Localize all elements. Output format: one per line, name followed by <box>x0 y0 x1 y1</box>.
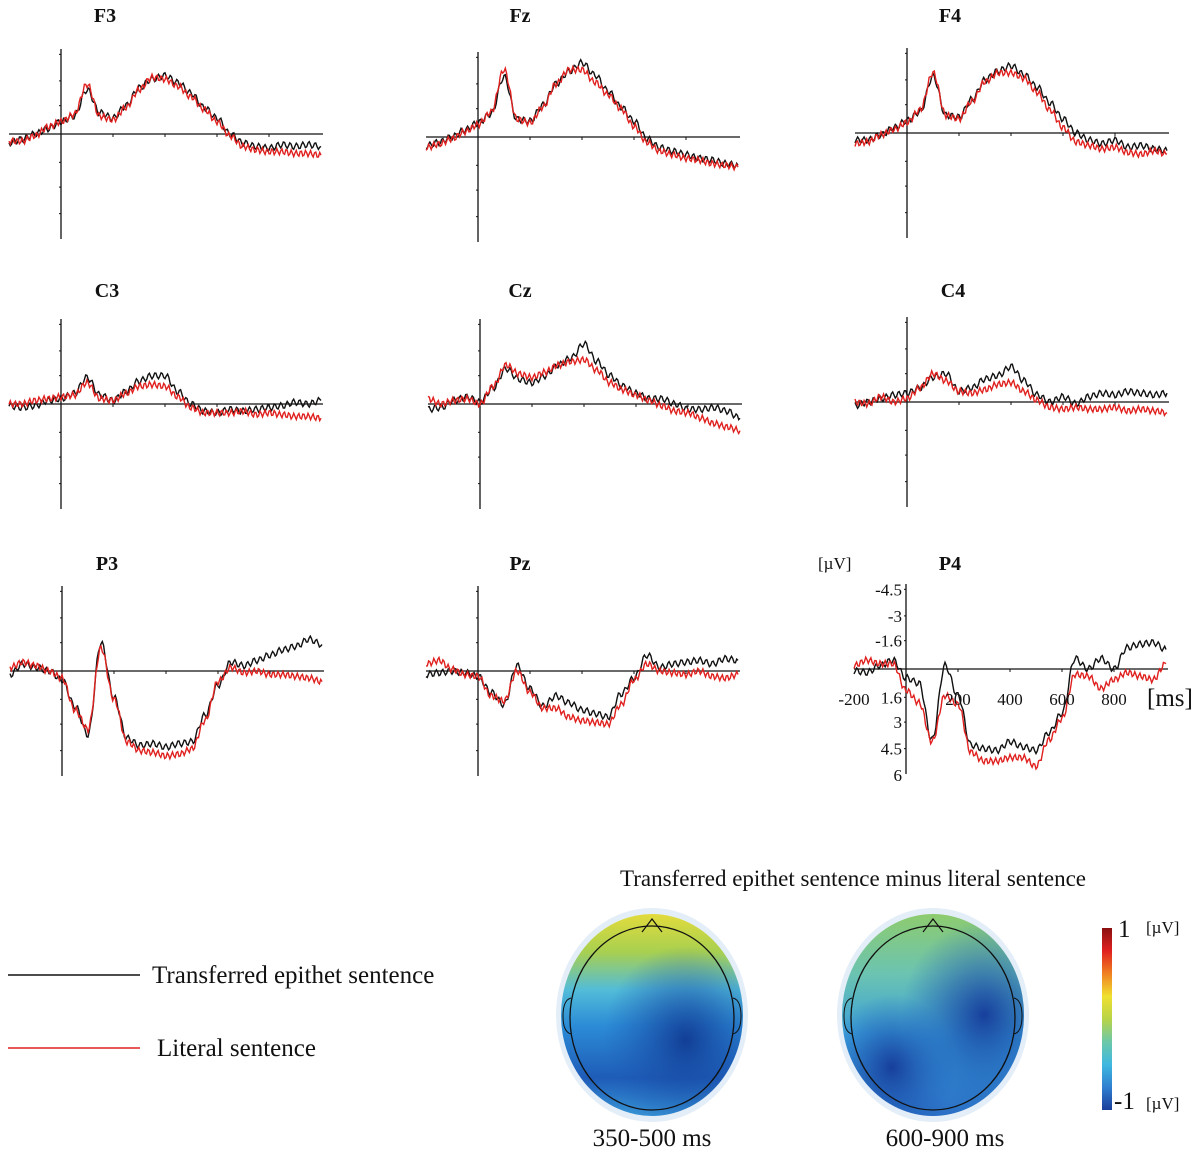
series-line-literal <box>425 64 739 172</box>
colorbar-gradient <box>1102 928 1112 1110</box>
series-line-transferred <box>425 651 739 721</box>
panel-title: Fz <box>509 5 530 27</box>
p4-tick-labels: -4.5 -3 -1.6 1.6 3 4.5 6 -200 200 400 600 800 <box>838 580 1126 785</box>
series-line-transferred <box>854 363 1168 410</box>
x-unit-label: [ms] <box>1147 685 1193 712</box>
y-unit-label: [µV] <box>818 554 851 573</box>
topomap-600-900: 600-900 ms <box>837 908 1029 1152</box>
legend-label-literal: Literal sentence <box>157 1035 316 1062</box>
y-tick-label: -3 <box>888 607 902 626</box>
legend: Transferred epithet sentence Literal sen… <box>8 962 434 1062</box>
panel-c3: C3 <box>8 280 323 509</box>
panel-cz: Cz <box>427 280 742 509</box>
panel-title: F4 <box>939 5 961 27</box>
series-line-transferred <box>853 639 1167 756</box>
panel-title: Cz <box>508 280 531 302</box>
x-tick-label: 400 <box>997 690 1023 709</box>
erp-panels: F3 Fz F4 C3 Cz C4 P3 Pz P4 <box>8 5 1169 776</box>
y-tick-label: 1.6 <box>881 688 902 707</box>
series-line-literal <box>853 655 1167 771</box>
legend-label-transferred: Transferred epithet sentence <box>152 962 434 989</box>
panel-title: F3 <box>94 5 116 27</box>
panel-title: P4 <box>939 553 961 575</box>
series-line-transferred <box>8 371 322 417</box>
series-line-transferred <box>8 71 322 152</box>
series-line-literal <box>425 655 739 729</box>
y-tick-label: 6 <box>894 766 903 785</box>
panel-fz: Fz <box>425 5 740 242</box>
panel-p3: P3 <box>9 553 324 776</box>
series-line-transferred <box>425 58 739 170</box>
series-line-literal <box>427 355 741 436</box>
colorbar-unit-top: [µV] <box>1146 918 1179 937</box>
panel-title: C4 <box>941 280 965 302</box>
x-tick-label: 200 <box>945 690 971 709</box>
x-tick-label: 800 <box>1101 690 1127 709</box>
series-line-literal <box>854 368 1168 418</box>
colorbar: 1 [µV] -1 [µV] <box>1102 916 1179 1115</box>
colorbar-min: -1 <box>1114 1088 1135 1115</box>
series-line-literal <box>854 67 1168 159</box>
panel-p4: P4 <box>853 553 1168 774</box>
topomap-label-2: 600-900 ms <box>886 1125 1005 1152</box>
y-tick-label: 3 <box>894 713 903 732</box>
series-line-transferred <box>854 61 1168 154</box>
series-line-transferred <box>427 339 741 421</box>
topomap-title: Transferred epithet sentence minus liter… <box>620 866 1086 891</box>
series-line-literal <box>8 377 322 423</box>
x-tick-label: 600 <box>1049 690 1075 709</box>
y-tick-label: -1.6 <box>875 632 902 651</box>
y-tick-label: -4.5 <box>875 580 902 599</box>
panel-f3: F3 <box>8 5 323 239</box>
panel-title: Pz <box>509 553 530 575</box>
colorbar-max: 1 <box>1118 916 1131 943</box>
series-line-literal <box>9 644 323 761</box>
panel-c4: C4 <box>854 280 1169 507</box>
topomap-350-500: 350-500 ms <box>556 908 748 1152</box>
topomap-label-1: 350-500 ms <box>593 1125 712 1152</box>
y-tick-label: 4.5 <box>881 740 902 759</box>
panel-f4: F4 <box>854 5 1169 238</box>
panel-title: C3 <box>95 280 119 302</box>
colorbar-unit-bottom: [µV] <box>1146 1094 1179 1113</box>
panel-title: P3 <box>96 553 118 575</box>
series-line-literal <box>8 72 322 159</box>
panel-pz: Pz <box>425 553 740 776</box>
series-line-transferred <box>9 634 323 752</box>
x-tick-label: -200 <box>838 690 869 709</box>
